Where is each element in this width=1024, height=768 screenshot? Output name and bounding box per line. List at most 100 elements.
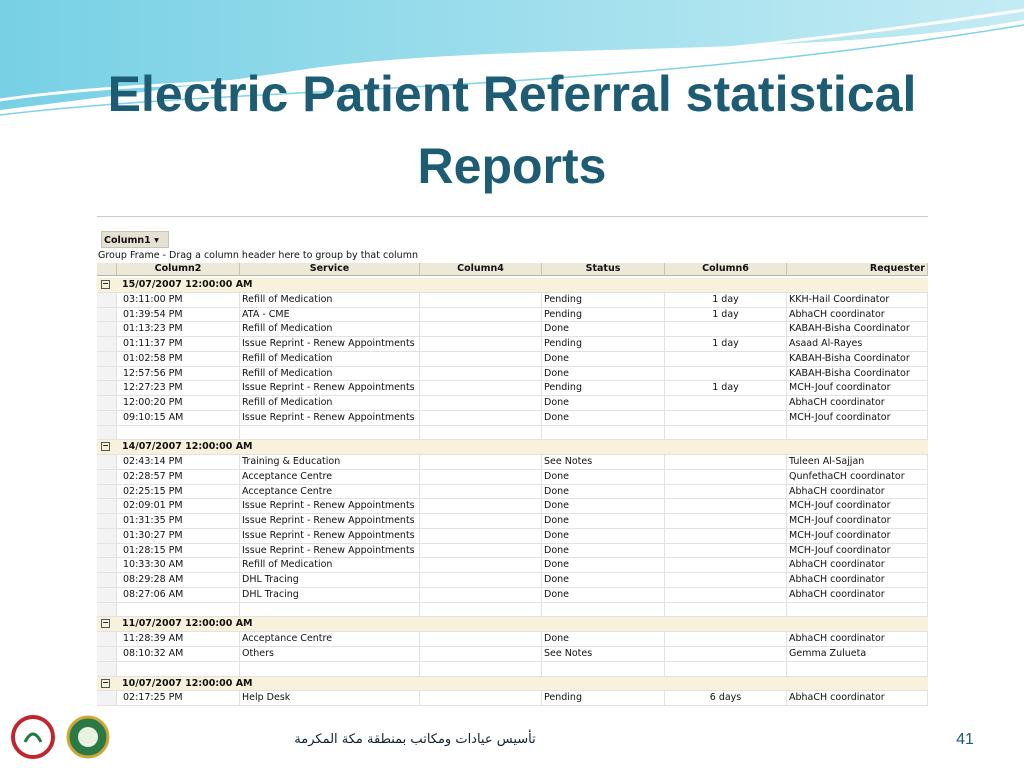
group-button[interactable]: Column1 ▾	[101, 231, 169, 248]
indent-cell	[97, 499, 117, 515]
group-row: − 11/07/2007 12:00:00 AM	[97, 617, 928, 633]
blank-cell	[240, 661, 420, 677]
column-header[interactable]: Requester	[787, 263, 928, 276]
data-cell: 01:28:15 PM	[117, 543, 240, 559]
column-header[interactable]: Status	[542, 263, 665, 276]
data-cell: AbhaCH coordinator	[787, 396, 928, 411]
data-cell: 6 days	[665, 691, 787, 707]
column-header[interactable]: Column4	[420, 263, 542, 276]
indent-cell	[97, 351, 117, 367]
data-cell: MCH-Jouf coordinator	[787, 543, 928, 559]
data-cell: 02:25:15 PM	[117, 484, 240, 500]
column-header[interactable]: Column6	[665, 263, 787, 276]
empty-cell	[420, 337, 542, 352]
indent-cell	[97, 366, 117, 382]
data-cell: Issue Reprint - Renew Appointments	[240, 543, 420, 559]
blank-cell	[97, 661, 117, 677]
data-cell: 1 day	[665, 307, 787, 323]
data-cell: 11:28:39 AM	[117, 632, 240, 647]
indent-cell	[97, 528, 117, 544]
group-row: − 14/07/2007 12:00:00 AM	[97, 440, 928, 456]
column-header[interactable]: Service	[240, 263, 420, 276]
data-cell: 12:27:23 PM	[117, 381, 240, 397]
data-cell: Issue Reprint - Renew Appointments	[240, 410, 420, 426]
collapse-toggle[interactable]: −	[101, 618, 110, 629]
data-cell: Issue Reprint - Renew Appointments	[240, 528, 420, 544]
empty-cell	[665, 647, 787, 662]
data-cell: Done	[542, 469, 665, 485]
empty-cell	[665, 528, 787, 544]
data-cell: 01:30:27 PM	[117, 528, 240, 544]
indent-cell	[97, 410, 117, 426]
data-cell: AbhaCH coordinator	[787, 573, 928, 588]
empty-cell	[420, 307, 542, 323]
data-cell: MCH-Jouf coordinator	[787, 528, 928, 544]
collapse-toggle[interactable]: −	[101, 677, 110, 688]
blank-cell	[665, 425, 787, 441]
indent-cell	[97, 514, 117, 529]
title-line: Electric Patient Referral statistical	[107, 66, 917, 122]
data-cell: KABAH-Bisha Coordinator	[787, 366, 928, 382]
data-cell: 01:11:37 PM	[117, 337, 240, 352]
data-cell: Refill of Medication	[240, 558, 420, 574]
page-number: 41	[956, 731, 974, 748]
empty-cell	[420, 587, 542, 603]
blank-cell	[787, 602, 928, 618]
indent-cell	[97, 455, 117, 470]
data-cell: DHL Tracing	[240, 573, 420, 588]
empty-cell	[665, 469, 787, 485]
empty-cell	[420, 632, 542, 647]
blank-cell	[420, 602, 542, 618]
data-cell: Issue Reprint - Renew Appointments	[240, 514, 420, 529]
data-cell: Acceptance Centre	[240, 632, 420, 647]
empty-cell	[420, 455, 542, 470]
data-cell: AbhaCH coordinator	[787, 484, 928, 500]
empty-cell	[420, 514, 542, 529]
data-cell: 03:11:00 PM	[117, 292, 240, 308]
data-cell: See Notes	[542, 647, 665, 662]
empty-cell	[420, 396, 542, 411]
collapse-toggle[interactable]: −	[101, 279, 110, 289]
data-cell: 02:43:14 PM	[117, 455, 240, 470]
collapse-toggle[interactable]: −	[101, 441, 110, 452]
data-cell: MCH-Jouf coordinator	[787, 381, 928, 397]
blank-cell	[97, 425, 117, 441]
data-cell: Issue Reprint - Renew Appointments	[240, 381, 420, 397]
data-cell: Refill of Medication	[240, 396, 420, 411]
data-cell: 02:09:01 PM	[117, 499, 240, 515]
empty-cell	[420, 543, 542, 559]
logos	[11, 715, 110, 759]
blank-cell	[542, 661, 665, 677]
empty-cell	[420, 484, 542, 500]
blank-cell	[787, 661, 928, 677]
blank-cell	[787, 425, 928, 441]
empty-cell	[665, 587, 787, 603]
data-cell: Done	[542, 543, 665, 559]
data-cell: Done	[542, 514, 665, 529]
data-cell: 01:39:54 PM	[117, 307, 240, 323]
slide-title: Electric Patient Referral statistical Re…	[0, 58, 1024, 202]
header-cell	[97, 263, 117, 276]
data-cell: 08:10:32 AM	[117, 647, 240, 662]
data-cell: AbhaCH coordinator	[787, 587, 928, 603]
blank-cell	[117, 602, 240, 618]
data-cell: Acceptance Centre	[240, 484, 420, 500]
empty-cell	[420, 322, 542, 338]
data-cell: 1 day	[665, 337, 787, 352]
data-cell: Refill of Medication	[240, 351, 420, 367]
blank-cell	[97, 602, 117, 618]
data-cell: AbhaCH coordinator	[787, 691, 928, 707]
data-cell: Done	[542, 587, 665, 603]
data-cell: Pending	[542, 307, 665, 323]
group-frame-text: Group Frame - Drag a column header here …	[98, 250, 418, 261]
column-header[interactable]: Column2	[117, 263, 240, 276]
data-cell: 02:28:57 PM	[117, 469, 240, 485]
data-cell: Acceptance Centre	[240, 469, 420, 485]
indent-cell	[97, 484, 117, 500]
data-cell: Done	[542, 499, 665, 515]
empty-cell	[665, 484, 787, 500]
empty-cell	[420, 351, 542, 367]
empty-cell	[665, 558, 787, 574]
empty-cell	[420, 381, 542, 397]
